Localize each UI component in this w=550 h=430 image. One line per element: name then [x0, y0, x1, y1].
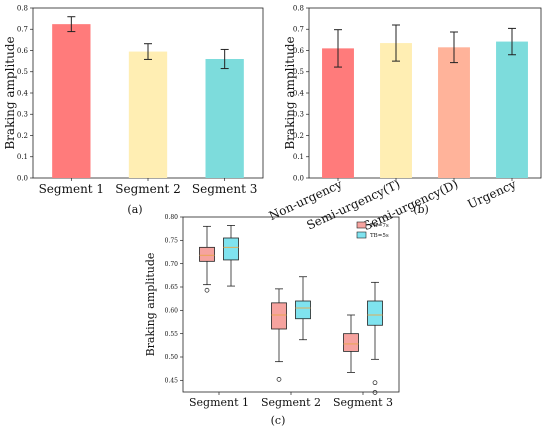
y-tick-label: 0.3: [293, 111, 304, 119]
x-tick-label: Segment 2: [261, 396, 321, 409]
x-tick-label: Segment 3: [192, 182, 257, 196]
y-tick-label: 0.75: [165, 237, 179, 244]
box: [367, 300, 383, 326]
y-tick-label: 0.7: [293, 26, 304, 34]
y-axis-label: Braking amplitude: [144, 253, 157, 357]
x-tick-label: Segment 1: [39, 182, 104, 196]
y-tick-label: 0.70: [165, 261, 179, 268]
legend-swatch: [356, 221, 367, 229]
box: [199, 246, 215, 262]
x-tick-label: Segment 1: [189, 396, 249, 409]
y-tick-label: 0.2: [17, 132, 28, 140]
y-tick-label: 0.50: [165, 354, 179, 361]
y-tick-label: 0.80: [165, 214, 179, 221]
plot-frame: [182, 216, 400, 393]
bar: [380, 43, 412, 178]
bar: [438, 47, 470, 178]
box: [223, 237, 239, 261]
chart-panel-a: 0.0 0.1 0.2 0.3 0.4 0.5 0.6 0.7 0.8 Segment 1 Segm…: [3, 4, 264, 216]
y-tick-label: 0.6: [17, 47, 29, 55]
y-tick-label: 0.0: [17, 174, 28, 182]
bar: [52, 24, 91, 179]
panel-label: (b): [413, 203, 429, 216]
bar: [322, 48, 354, 178]
y-tick-label: 0.7: [17, 26, 28, 34]
box: [271, 302, 287, 330]
y-tick-label: 0.4: [293, 89, 305, 97]
y-tick-label: 0.8: [293, 4, 304, 12]
x-tick-label: Urgency: [465, 177, 518, 212]
y-tick-label: 0.5: [17, 68, 28, 76]
outlier-point: [276, 377, 282, 382]
outlier-point: [372, 380, 378, 386]
bar: [205, 59, 244, 178]
y-tick-label: 0.1: [17, 153, 28, 161]
outlier-point: [204, 287, 210, 293]
y-tick-label: 0.45: [165, 377, 179, 384]
chart-panel-c: 0.45 0.50 0.55 0.60 0.65 0.70 0.75 0.80 Segment …: [144, 214, 400, 427]
box: [343, 333, 359, 352]
x-tick-label: Segment 2: [115, 182, 180, 196]
y-tick-label: 0.60: [165, 307, 179, 314]
y-tick-label: 0.55: [165, 331, 179, 338]
y-axis-label: Braking amplitude: [3, 36, 17, 149]
outlier-point: [372, 390, 378, 395]
chart-panel-b: 0.00.10.20.30.40.50.60.70.8Non-urgencySe…: [267, 4, 542, 233]
legend-label: TB=7s: [370, 223, 389, 229]
panel-label: (a): [127, 203, 142, 216]
y-tick-label: 0.5: [293, 68, 304, 76]
legend-label: TB=5s: [370, 233, 389, 239]
x-tick-label: Segment 3: [333, 396, 393, 409]
y-tick-label: 0.8: [17, 4, 28, 12]
y-tick-label: 0.3: [17, 111, 28, 119]
y-tick-label: 0.0: [293, 174, 304, 182]
y-tick-label: 0.2: [293, 132, 304, 140]
y-axis-label: Braking amplitude: [283, 36, 297, 149]
bar: [496, 41, 528, 179]
legend-swatch: [356, 231, 367, 239]
panel-label: (c): [271, 414, 286, 427]
box: [295, 300, 311, 320]
y-tick-label: 0.65: [165, 284, 179, 291]
bar: [128, 51, 168, 178]
y-tick-label: 0.6: [293, 47, 305, 55]
y-tick-label: 0.4: [17, 89, 29, 97]
y-tick-label: 0.1: [293, 153, 304, 161]
